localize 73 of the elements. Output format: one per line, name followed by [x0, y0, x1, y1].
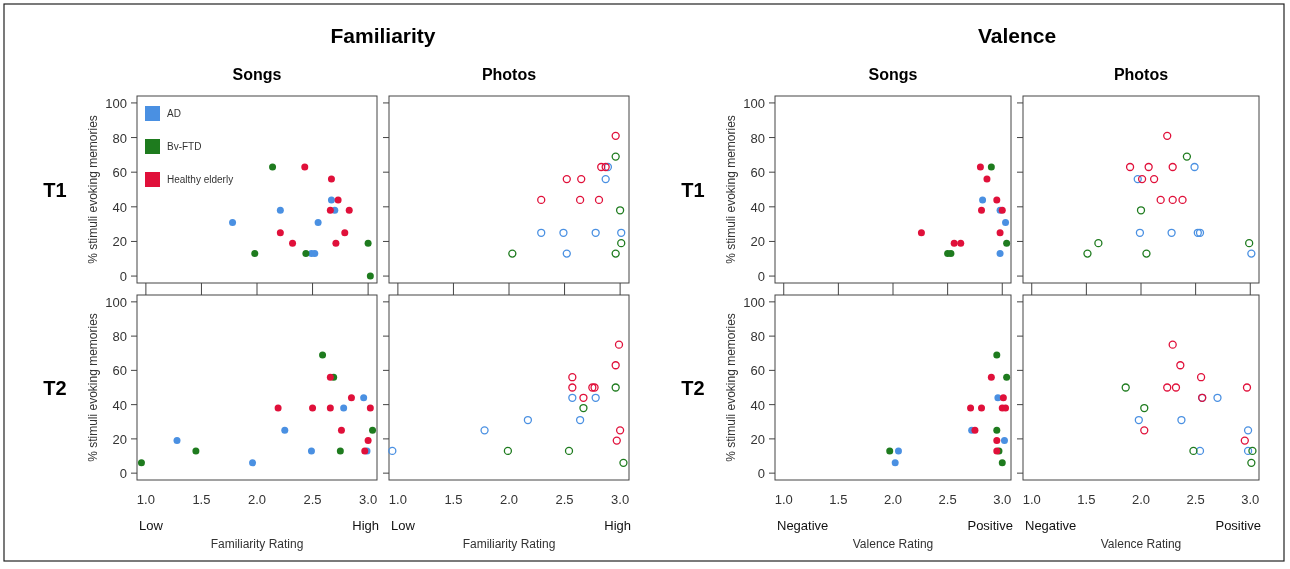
y-tick-label: 0 — [757, 269, 765, 285]
text: Low — [139, 518, 164, 533]
text: T1 — [681, 178, 705, 201]
y-tick-label: 100 — [743, 95, 765, 111]
text: Negative — [777, 518, 829, 533]
y-tick-label: 60 — [750, 363, 765, 379]
x-axis-title: Familiarity Rating — [210, 537, 304, 551]
x-tick-label: 3.0 — [611, 492, 630, 507]
text: T2 — [43, 376, 67, 399]
y-tick-label: 80 — [750, 329, 765, 345]
chart-title: Photos — [481, 66, 537, 83]
x-tick-label: 1.0 — [1022, 492, 1041, 507]
text: Familiarity — [330, 24, 436, 47]
y-tick-label: 20 — [112, 234, 127, 250]
y-axis-title: % stimuli evoking memories — [724, 313, 738, 462]
x-axis-title: Valence Rating — [1100, 537, 1182, 551]
y-tick-label: 60 — [112, 363, 127, 379]
x-tick-label: 1.0 — [388, 492, 407, 507]
x-tick-label: 2.0 — [499, 492, 519, 507]
y-axis-title: % stimuli evoking memories — [724, 115, 738, 264]
y-tick-label: 40 — [112, 397, 127, 413]
x-tick-label: 1.5 — [829, 492, 848, 507]
y-tick-label: 40 — [750, 397, 765, 413]
text: T1 — [43, 178, 67, 201]
text: High — [352, 518, 379, 533]
text: T2 — [681, 376, 705, 399]
y-tick-label: 100 — [105, 95, 127, 111]
x-axis-title: Familiarity Rating — [462, 537, 556, 551]
x-tick-label: 1.0 — [774, 492, 793, 507]
y-tick-label: 0 — [757, 466, 765, 482]
x-tick-label: 1.5 — [192, 492, 211, 507]
y-tick-label: 100 — [743, 294, 765, 310]
text: Positive — [967, 518, 1013, 533]
legend-label: Bv-FTD — [167, 141, 202, 152]
y-tick-label: 20 — [112, 431, 127, 447]
y-tick-label: 60 — [112, 165, 127, 181]
y-tick-label: 20 — [750, 234, 765, 250]
x-tick-label: 3.0 — [359, 492, 378, 507]
y-axis-title: % stimuli evoking memories — [86, 313, 100, 462]
x-tick-label: 2.5 — [1186, 492, 1205, 507]
x-tick-label: 2.0 — [883, 492, 903, 507]
x-tick-label: 1.0 — [136, 492, 155, 507]
y-tick-label: 40 — [112, 199, 127, 215]
y-tick-label: 0 — [119, 269, 127, 285]
x-tick-label: 2.5 — [555, 492, 574, 507]
y-tick-label: 40 — [750, 199, 765, 215]
chart-title: Songs — [868, 66, 918, 83]
x-tick-label: 2.5 — [303, 492, 322, 507]
text: High — [604, 518, 631, 533]
text: Negative — [1025, 518, 1077, 533]
x-tick-label: 1.5 — [1077, 492, 1096, 507]
y-tick-label: 100 — [105, 294, 127, 310]
x-tick-label: 3.0 — [1241, 492, 1260, 507]
text: Valence — [977, 24, 1057, 47]
x-tick-label: 3.0 — [993, 492, 1012, 507]
chart-title: Songs — [232, 66, 282, 83]
legend-label: Healthy elderly — [167, 174, 234, 185]
x-axis-title: Valence Rating — [852, 537, 934, 551]
y-axis-title: % stimuli evoking memories — [86, 115, 100, 264]
y-tick-label: 20 — [750, 431, 765, 447]
y-tick-label: 80 — [112, 329, 127, 345]
y-tick-label: 60 — [750, 165, 765, 181]
y-tick-label: 80 — [112, 130, 127, 146]
chart-title: Photos — [1113, 66, 1169, 83]
x-tick-label: 2.5 — [938, 492, 957, 507]
text: Positive — [1215, 518, 1261, 533]
text: Low — [391, 518, 416, 533]
x-tick-label: 2.0 — [1131, 492, 1151, 507]
legend-label: AD — [167, 108, 181, 119]
x-tick-label: 1.5 — [444, 492, 463, 507]
y-tick-label: 0 — [119, 466, 127, 482]
x-tick-label: 2.0 — [247, 492, 267, 507]
y-tick-label: 80 — [750, 130, 765, 146]
